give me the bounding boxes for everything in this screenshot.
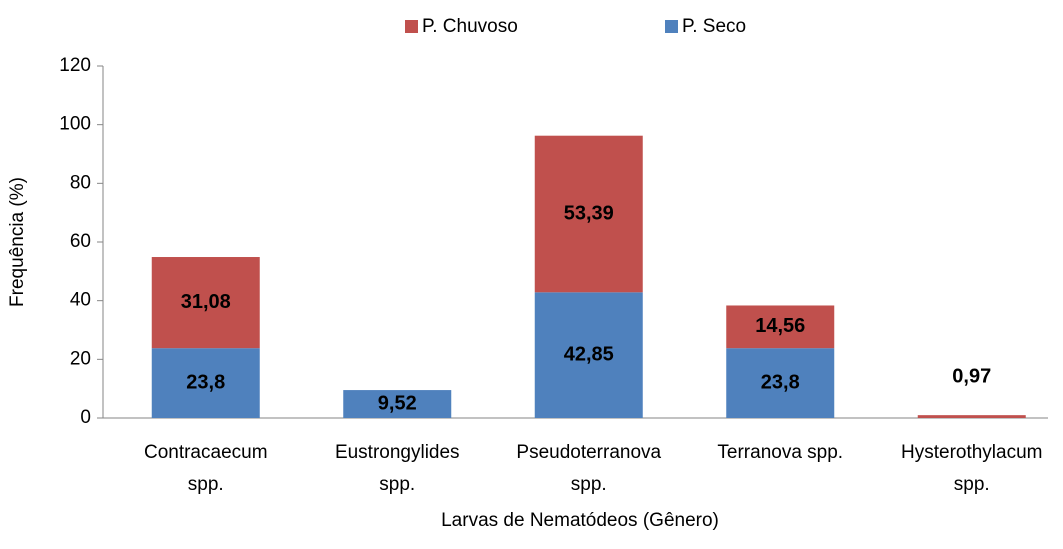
- legend-swatch: [665, 20, 678, 33]
- x-axis-title: Larvas de Nematódeos (Gênero): [441, 510, 719, 531]
- x-tick-label: Pseudoterranova spp.: [516, 442, 661, 495]
- y-tick-label: 0: [80, 407, 91, 428]
- data-label: 23,8: [186, 371, 225, 393]
- bar-segment: [726, 305, 835, 349]
- bar-segment: [534, 135, 643, 293]
- x-tick-label: Hysterothylacum spp.: [901, 442, 1043, 495]
- bar-segment: [917, 415, 1026, 418]
- data-label: 0,97: [952, 365, 991, 387]
- x-tick-label: Eustrongylides spp.: [335, 442, 460, 495]
- legend-label: P. Seco: [682, 16, 746, 37]
- y-tick-label: 60: [70, 231, 91, 252]
- y-axis-title: Frequência (%): [7, 177, 28, 307]
- x-tick-label: Contracaecum spp.: [144, 442, 268, 495]
- y-tick-label: 40: [70, 290, 91, 311]
- legend-label: P. Chuvoso: [422, 16, 518, 37]
- data-label: 14,56: [755, 315, 805, 337]
- y-tick-label: 80: [70, 172, 91, 193]
- bar-segment: [343, 390, 452, 418]
- y-tick-label: 100: [59, 114, 91, 135]
- bar-segment: [151, 348, 260, 418]
- data-label: 9,52: [378, 392, 417, 414]
- bar-segment: [151, 257, 260, 349]
- x-tick-label: Terranova spp.: [717, 442, 843, 463]
- y-tick-label: 120: [59, 55, 91, 76]
- legend-swatch: [405, 20, 418, 33]
- y-tick-label: 20: [70, 348, 91, 369]
- data-label: 31,08: [181, 291, 231, 313]
- bar-segment: [726, 348, 835, 418]
- data-label: 23,8: [761, 371, 800, 393]
- bar-segment: [534, 292, 643, 418]
- data-label: 53,39: [564, 202, 614, 224]
- data-label: 42,85: [564, 343, 614, 365]
